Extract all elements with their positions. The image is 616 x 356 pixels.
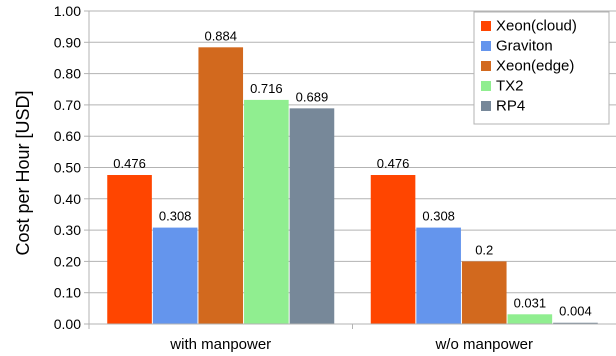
x-category-label: w/o manpower: [434, 336, 533, 353]
legend-label: TX2: [496, 78, 524, 95]
bar-xeon-edge-: [198, 47, 244, 325]
category-labels: with manpower w/o manpower: [169, 336, 533, 353]
y-axis-label: Cost per Hour [USD]: [13, 90, 33, 255]
legend-label: Xeon(edge): [496, 58, 574, 75]
data-label: 0.689: [296, 89, 329, 104]
legend-box: [473, 11, 610, 125]
bar-rp4: [289, 108, 335, 324]
y-tick-label: 0.30: [54, 222, 81, 238]
y-tick-label: 0.70: [54, 97, 81, 113]
legend-swatch: [481, 61, 491, 71]
data-label: 0.308: [422, 209, 455, 224]
y-tick-label: 0.00: [54, 316, 81, 332]
y-tick-label: 0.50: [54, 160, 81, 176]
bar-rp4: [553, 322, 598, 324]
legend-swatch: [481, 21, 491, 31]
y-tick-label: 0.90: [54, 34, 81, 50]
legend: Xeon(cloud) Graviton Xeon(edge) TX2 RP4: [473, 11, 610, 125]
legend-label: RP4: [496, 98, 525, 115]
y-tick-label: 0.10: [54, 285, 81, 301]
data-label: 0.884: [204, 28, 237, 43]
legend-label: Graviton: [496, 38, 553, 55]
y-axis-ticks: 0.00 0.10 0.20 0.30 0.40 0.50 0.60 0.70 0.80 0.90…: [54, 3, 81, 332]
data-label: 0.308: [159, 209, 192, 224]
x-category-label: with manpower: [169, 336, 271, 353]
bar-graviton: [416, 227, 461, 324]
y-tick-label: 0.60: [54, 128, 81, 144]
data-label: 0.476: [377, 156, 410, 171]
legend-swatch: [481, 41, 491, 51]
y-tick-label: 0.20: [54, 253, 81, 269]
y-tick-label: 1.00: [54, 3, 81, 19]
legend-swatch: [481, 81, 491, 91]
bar-xeon-cloud-: [370, 175, 416, 324]
data-label: 0.031: [514, 295, 547, 310]
bar-tx2: [244, 99, 289, 324]
bar-xeon-cloud-: [107, 175, 152, 324]
legend-swatch: [481, 101, 491, 111]
data-label: 0.476: [113, 156, 146, 171]
y-tick-label: 0.80: [54, 66, 81, 82]
data-label: 0.004: [559, 304, 592, 319]
data-label: 0.716: [250, 81, 283, 96]
bar-graviton: [152, 227, 198, 324]
bars: [107, 47, 598, 325]
legend-label: Xeon(cloud): [496, 18, 577, 35]
bar-xeon-edge-: [461, 261, 507, 324]
data-labels: 0.476 0.308 0.884 0.716 0.689 0.476 0.308 0.2 0.…: [113, 28, 591, 318]
axes: [88, 11, 616, 329]
data-label: 0.2: [475, 242, 493, 257]
y-tick-label: 0.40: [54, 191, 81, 207]
bar-tx2: [507, 314, 553, 324]
